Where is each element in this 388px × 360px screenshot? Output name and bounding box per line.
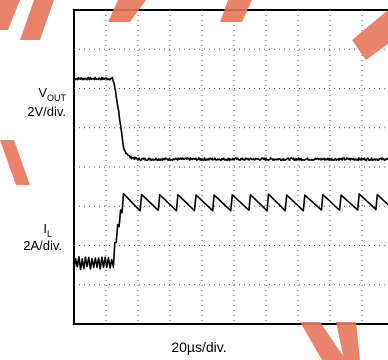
vout-trace: [73, 76, 388, 162]
il-label-sub: L: [46, 229, 52, 239]
il-trace: [73, 192, 388, 271]
time-scale-label: 20µs/div.: [171, 339, 227, 355]
vout-scale-label: 2V/div.: [27, 104, 66, 119]
il-label-main: I: [43, 221, 47, 236]
vout-label-sub: OUT: [47, 93, 66, 103]
vout-label-main: V: [38, 85, 47, 100]
il-scale-label: 2A/div.: [23, 238, 62, 253]
grid: [74, 10, 388, 324]
trace-layer: [73, 76, 388, 271]
vout-trace-label: VOUT: [38, 86, 66, 103]
plot-frame: [73, 9, 388, 325]
il-trace-label: IL: [43, 222, 52, 239]
